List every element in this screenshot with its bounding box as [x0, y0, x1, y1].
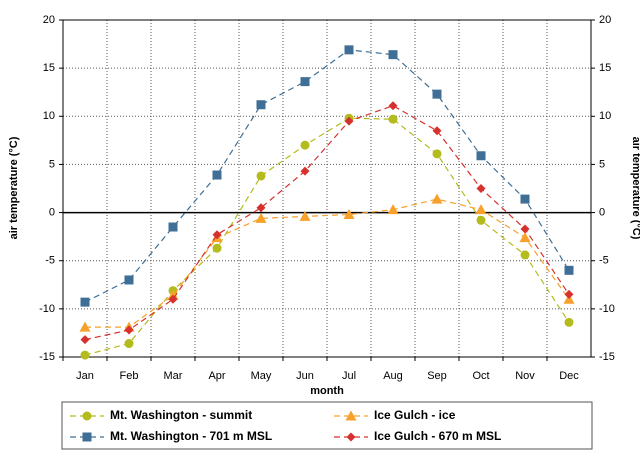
- data-point: [475, 204, 487, 215]
- data-point: [520, 250, 530, 260]
- data-point: [476, 215, 486, 225]
- data-point: [343, 208, 355, 219]
- data-point: [124, 339, 134, 349]
- legend-label: Mt. Washington - 701 m MSL: [110, 429, 272, 443]
- data-point: [431, 193, 443, 204]
- data-point: [344, 45, 354, 55]
- data-point: [80, 335, 90, 345]
- x-tick-label: Feb: [120, 370, 139, 382]
- data-point: [80, 297, 90, 307]
- y-tick-label: 0: [49, 206, 55, 218]
- y2-tick-label: 15: [599, 62, 611, 74]
- y-tick-label: 15: [43, 62, 55, 74]
- data-point: [256, 100, 266, 110]
- x-tick-label: Jul: [342, 370, 356, 382]
- legend-label: Ice Gulch - 670 m MSL: [374, 429, 501, 443]
- legend-marker: [82, 432, 92, 442]
- data-point: [476, 184, 486, 193]
- series-line: [84, 117, 570, 356]
- x-tick-label: Mar: [164, 370, 183, 382]
- data-point: [520, 224, 530, 234]
- y-tick-label: 20: [43, 14, 55, 26]
- data-point: [432, 89, 442, 99]
- data-point: [388, 101, 398, 111]
- data-point: [388, 114, 398, 124]
- data-point: [300, 77, 310, 87]
- x-tick-label: May: [251, 370, 272, 382]
- y-tick-label: -5: [45, 255, 55, 267]
- y2-tick-label: 5: [599, 158, 605, 170]
- y2-tick-label: 0: [599, 206, 605, 218]
- x-tick-label: Oct: [472, 370, 489, 382]
- data-point: [212, 243, 222, 253]
- series-line: [84, 105, 570, 341]
- data-point: [432, 126, 442, 136]
- x-tick-label: Sep: [427, 370, 447, 382]
- series-line: [84, 49, 570, 303]
- legend-label: Mt. Washington - summit: [110, 408, 252, 422]
- legend-marker: [82, 411, 92, 421]
- data-point: [299, 210, 311, 221]
- data-point: [79, 321, 91, 332]
- data-point: [300, 140, 310, 150]
- data-point: [432, 149, 442, 159]
- legend-box: [61, 401, 593, 450]
- data-point: [124, 325, 134, 335]
- y2-tick-label: 20: [599, 14, 611, 26]
- y2-axis-title: air temperature (°C): [630, 137, 640, 240]
- data-point: [124, 275, 134, 285]
- legend-marker: [345, 410, 357, 421]
- data-point: [476, 151, 486, 161]
- data-point: [212, 170, 222, 180]
- x-tick-label: Aug: [383, 370, 403, 382]
- data-point: [388, 50, 398, 60]
- y-axis-title: air temperature (°C): [8, 136, 20, 239]
- y2-tick-label: -15: [599, 351, 615, 363]
- y2-tick-label: -10: [599, 303, 615, 315]
- x-tick-label: Jun: [296, 370, 314, 382]
- data-point: [212, 230, 222, 240]
- y-tick-label: 10: [43, 110, 55, 122]
- x-tick-label: Dec: [559, 370, 579, 382]
- data-point: [520, 194, 530, 204]
- data-point: [564, 317, 574, 327]
- data-point: [256, 203, 266, 213]
- data-point: [168, 222, 178, 232]
- series-line: [85, 198, 570, 328]
- x-tick-label: Nov: [515, 370, 535, 382]
- y-tick-label: -10: [39, 303, 55, 315]
- data-point: [519, 232, 531, 243]
- data-point: [564, 289, 574, 299]
- data-point: [168, 294, 178, 304]
- data-point: [80, 350, 90, 360]
- legend-marker: [346, 432, 356, 442]
- x-tick-label: Apr: [208, 370, 225, 382]
- data-point: [387, 204, 399, 215]
- data-point: [300, 166, 310, 176]
- data-point: [564, 265, 574, 275]
- data-point: [344, 116, 354, 126]
- y2-tick-label: -5: [599, 255, 609, 267]
- legend-label: Ice Gulch - ice: [374, 408, 456, 422]
- y2-tick-label: 10: [599, 110, 611, 122]
- x-axis-title: month: [310, 385, 344, 397]
- x-tick-label: Jan: [76, 370, 94, 382]
- data-point: [255, 212, 267, 223]
- y-tick-label: 5: [49, 158, 55, 170]
- y-tick-label: -15: [39, 351, 55, 363]
- data-point: [256, 171, 266, 181]
